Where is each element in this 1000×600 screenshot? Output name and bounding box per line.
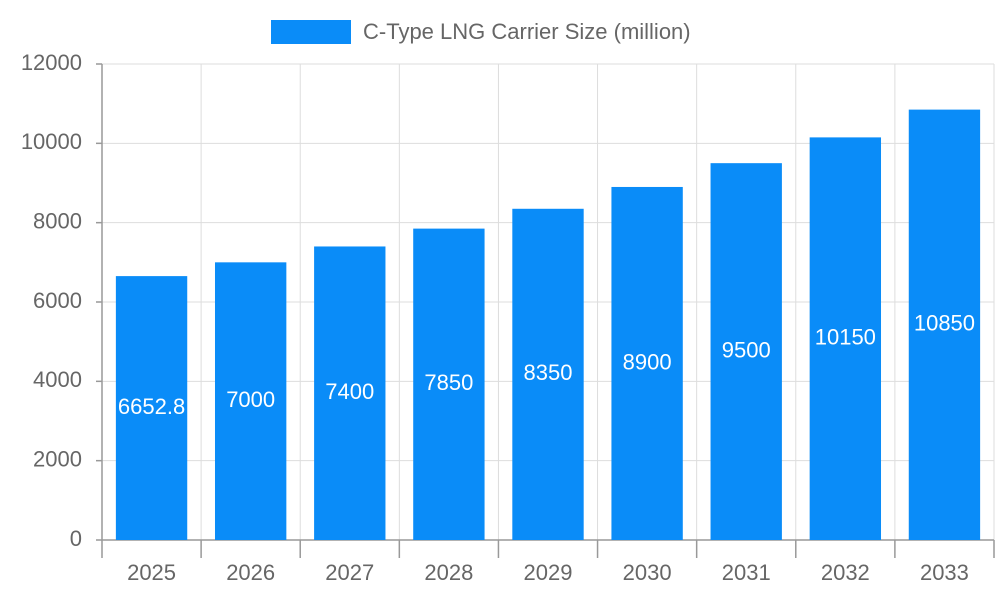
bar	[413, 228, 485, 540]
data-label: 7850	[424, 370, 473, 395]
data-label: 8900	[623, 349, 672, 374]
y-tick-label: 4000	[33, 367, 82, 392]
y-tick-label: 8000	[33, 208, 82, 233]
data-label: 7400	[325, 379, 374, 404]
bar	[611, 186, 683, 540]
data-label: 9500	[722, 337, 771, 362]
data-label: 7000	[226, 387, 275, 412]
data-label: 10850	[914, 311, 975, 336]
x-tick-label: 2032	[821, 560, 870, 585]
y-tick-label: 0	[70, 526, 82, 551]
x-tick-label: 2025	[127, 560, 176, 585]
bar	[314, 246, 386, 540]
bar	[214, 262, 287, 540]
legend-swatch	[271, 20, 351, 44]
data-label: 8350	[524, 360, 573, 385]
x-tick-label: 2027	[325, 560, 374, 585]
bar	[710, 163, 782, 540]
bar	[115, 276, 188, 540]
y-tick-label: 2000	[33, 446, 82, 471]
bar	[512, 208, 584, 541]
x-tick-label: 2030	[623, 560, 672, 585]
data-label: 6652.8	[118, 394, 185, 419]
x-tick-label: 2028	[424, 560, 473, 585]
x-tick-label: 2029	[524, 560, 573, 585]
bar	[809, 137, 882, 540]
legend-label: C-Type LNG Carrier Size (million)	[363, 19, 691, 44]
y-tick-label: 10000	[21, 129, 82, 154]
x-tick-label: 2033	[920, 560, 969, 585]
bar	[908, 109, 981, 540]
data-label: 10150	[815, 325, 876, 350]
y-tick-label: 6000	[33, 288, 82, 313]
y-tick-label: 12000	[21, 50, 82, 75]
x-tick-label: 2031	[722, 560, 771, 585]
x-tick-label: 2026	[226, 560, 275, 585]
